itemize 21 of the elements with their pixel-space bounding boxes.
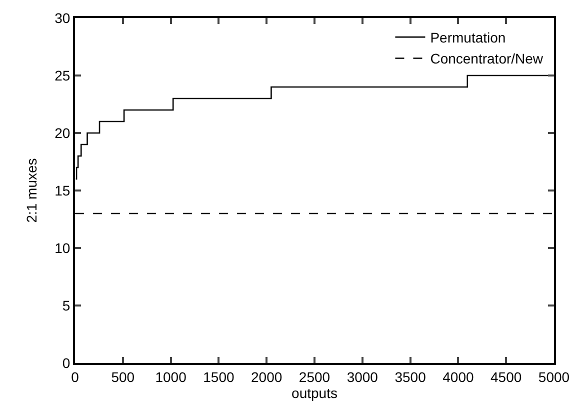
x-tick-label: 2500 <box>298 368 330 385</box>
x-tick-label: 4000 <box>442 368 474 385</box>
x-tick-label: 5000 <box>538 368 570 385</box>
y-tick-label: 25 <box>54 67 70 84</box>
y-axis-title: 2:1 muxes <box>24 158 40 223</box>
x-tick-label: 3000 <box>346 368 378 385</box>
y-tick-label: 15 <box>54 182 70 198</box>
legend-label: Permutation <box>430 30 506 46</box>
y-tick-label: 20 <box>54 124 70 141</box>
y-tick-label: 5 <box>62 297 70 314</box>
x-tick-label: 1500 <box>203 368 234 385</box>
x-tick-label: 4500 <box>490 368 522 385</box>
x-tick-label: 500 <box>111 368 135 385</box>
y-tick-label: 0 <box>62 354 70 371</box>
y-tick-label: 10 <box>54 240 70 256</box>
y-tick-label: 30 <box>54 10 70 26</box>
x-axis-title: outputs <box>292 384 338 401</box>
x-tick-label: 1000 <box>155 368 187 385</box>
legend-label: Concentrator/New <box>430 50 544 67</box>
x-tick-label: 2000 <box>251 368 282 385</box>
x-tick-label: 3500 <box>394 368 426 385</box>
